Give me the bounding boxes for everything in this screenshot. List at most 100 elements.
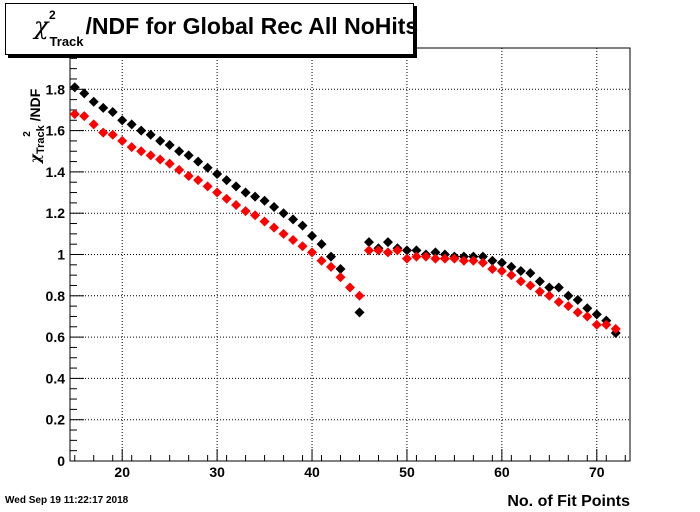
x-tick-label: 40: [304, 464, 320, 480]
data-point: [88, 96, 99, 107]
data-point: [582, 303, 593, 314]
data-point: [297, 241, 308, 252]
data-point: [259, 195, 270, 206]
y-axis-label-superscript: 2: [22, 131, 33, 137]
data-point: [212, 187, 223, 198]
data-point: [79, 111, 90, 122]
data-point: [155, 135, 166, 146]
data-point: [250, 210, 261, 221]
data-point: [221, 193, 232, 204]
data-point: [307, 247, 318, 258]
chart-title: χ 2 Track/NDF for Global Rec All NoHits: [34, 8, 419, 49]
data-point: [439, 253, 450, 264]
y-tick-label: 1.8: [46, 81, 66, 97]
data-series: [69, 82, 621, 338]
data-point: [487, 263, 498, 274]
data-point: [553, 296, 564, 307]
chart-title-text: /NDF for Global Rec All NoHits: [85, 13, 419, 39]
y-tick-label: 1: [57, 247, 65, 263]
data-point: [212, 168, 223, 179]
data-point: [591, 319, 602, 330]
data-point: [601, 319, 612, 330]
y-axis-label-symbol: χ: [28, 153, 44, 164]
x-axis-label: No. of Fit Points: [507, 493, 630, 510]
data-point: [326, 251, 337, 262]
y-tick-label: 0.6: [46, 329, 66, 345]
data-point: [69, 109, 80, 120]
chart-title-box: χ 2 Track/NDF for Global Rec All NoHits: [5, 3, 418, 55]
data-point: [250, 191, 261, 202]
data-point: [316, 239, 327, 250]
chart-title-symbol: χ: [34, 12, 49, 40]
data-point: [525, 268, 536, 279]
data-point: [534, 286, 545, 297]
data-point: [164, 158, 175, 169]
data-point: [136, 125, 147, 136]
data-point: [382, 247, 393, 258]
data-point: [202, 181, 213, 192]
data-point: [392, 245, 403, 256]
data-point: [107, 129, 118, 140]
data-point: [164, 140, 175, 151]
data-point: [98, 127, 109, 138]
data-point: [240, 206, 251, 217]
data-point: [363, 245, 374, 256]
data-point: [496, 266, 507, 277]
data-point: [269, 222, 280, 233]
data-point: [88, 119, 99, 130]
series-1: [69, 109, 621, 334]
x-tick-label: 50: [399, 464, 415, 480]
data-point: [515, 276, 526, 287]
data-point: [496, 257, 507, 268]
data-point: [572, 294, 583, 305]
y-tick-label: 1.6: [46, 123, 66, 139]
data-point: [487, 255, 498, 266]
data-point: [382, 237, 393, 248]
data-point: [610, 323, 621, 334]
y-axis-label-text: /NDF: [27, 88, 43, 125]
data-point: [354, 290, 365, 301]
data-point: [98, 102, 109, 113]
data-point: [79, 88, 90, 99]
data-point: [221, 175, 232, 186]
data-point: [231, 199, 242, 210]
data-point: [126, 142, 137, 153]
data-point: [316, 255, 327, 266]
y-tick-label: 0: [57, 453, 65, 469]
data-point: [193, 175, 204, 186]
data-point: [335, 272, 346, 283]
data-point: [430, 247, 441, 258]
data-point: [544, 282, 555, 293]
data-point: [193, 156, 204, 167]
data-point: [278, 228, 289, 239]
tick-labels: 20 30 40 50 60 70 0 0.2 0.4 0.6 0.8 1 1.2 1.4 1.6 1.8: [46, 81, 605, 480]
data-point: [278, 208, 289, 219]
data-point: [468, 255, 479, 266]
data-point: [288, 235, 299, 246]
data-point: [430, 253, 441, 264]
x-tick-label: 20: [114, 464, 130, 480]
data-point: [401, 245, 412, 256]
data-point: [458, 255, 469, 266]
data-point: [506, 270, 517, 281]
data-point: [477, 251, 488, 262]
data-point: [307, 230, 318, 241]
data-point: [363, 237, 374, 248]
data-point: [240, 187, 251, 198]
data-point: [563, 290, 574, 301]
chart-title-subscript: Track: [49, 34, 84, 49]
data-point: [259, 216, 270, 227]
data-point: [326, 261, 337, 272]
y-tick-label: 1.4: [46, 164, 66, 180]
data-point: [174, 164, 185, 175]
y-tick-label: 1.2: [46, 205, 66, 221]
data-point: [117, 135, 128, 146]
svg-text:χTrack /NDF: χTrack /NDF: [27, 88, 47, 164]
y-axis-label-subscript: Track: [35, 124, 47, 154]
data-point: [145, 129, 156, 140]
data-point: [335, 263, 346, 274]
data-point: [354, 307, 365, 318]
data-point: [288, 214, 299, 225]
y-axis-label: χTrack /NDF 2: [22, 88, 47, 164]
